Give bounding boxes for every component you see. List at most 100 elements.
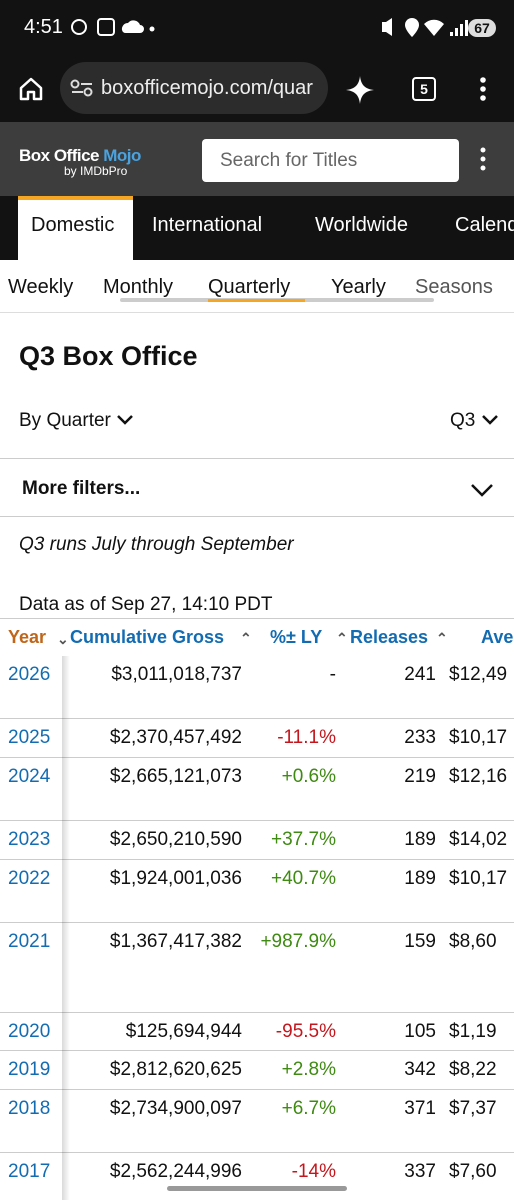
active-underline (208, 299, 305, 302)
region-tab[interactable]: International (152, 214, 263, 236)
period-link[interactable]: Seasons (415, 276, 493, 298)
change-ly: +2.8% (281, 1059, 336, 1080)
results-table: 2017 $2,562,244,996 -14% 337 $7,60 2018 $2,734… (0, 618, 514, 1200)
average: $8,60 (449, 931, 497, 952)
year-link[interactable]: 2026 (8, 664, 51, 685)
year-link[interactable]: 2021 (8, 931, 51, 952)
divider (0, 458, 514, 459)
table-row: 2017 $2,562,244,996 -14% 337 $7,60 (0, 1153, 514, 1200)
cumulative-gross: $1,367,417,382 (109, 931, 242, 952)
releases: 189 (404, 829, 436, 850)
logo-accent: Mojo (103, 146, 141, 165)
change-ly: - (329, 664, 336, 685)
sort-icon[interactable]: ⌄ (57, 631, 69, 647)
period-link[interactable]: Monthly (103, 276, 174, 298)
change-ly: -11.1% (277, 727, 336, 748)
average: $7,37 (449, 1098, 497, 1119)
table-row: 2018 $2,734,900,097 +6.7% 371 $7,37 (0, 1090, 514, 1153)
region-tab[interactable]: Domestic (31, 214, 115, 236)
period-subnav: Weekly Monthly Quarterly Yearly Seasons (0, 260, 514, 313)
home-indicator (167, 1186, 347, 1191)
change-ly: +40.7% (271, 868, 336, 889)
divider (0, 516, 514, 517)
filter-left-label: By Quarter (19, 410, 111, 431)
region-tabs: Domestic International Worldwide Calendar (0, 196, 514, 260)
filter-right-label: Q3 (450, 410, 476, 431)
region-tab[interactable]: Calendar (455, 214, 514, 236)
active-tab-bg (18, 196, 133, 260)
cumulative-gross: $125,694,944 (125, 1021, 242, 1042)
cumulative-gross: $2,370,457,492 (109, 727, 242, 748)
status-bar: 4:51 67 (0, 0, 514, 52)
table-row: 2024 $2,665,121,073 +0.6% 219 $12,16 (0, 758, 514, 821)
site-menu[interactable] (478, 146, 488, 172)
column-header[interactable]: Average (481, 627, 514, 647)
releases: 337 (404, 1161, 436, 1182)
column-header[interactable]: Year (8, 627, 47, 647)
sort-icon[interactable]: ⌃ (240, 630, 252, 646)
logo-main: Box Office (19, 146, 100, 165)
average: $10,17 (449, 868, 508, 889)
site-header: Box Office Mojo by IMDbPro Search for Ti… (0, 122, 514, 196)
year-link[interactable]: 2025 (8, 727, 51, 748)
search-box[interactable]: Search for Titles (202, 139, 459, 182)
change-ly: +37.7% (271, 829, 336, 850)
cumulative-gross: $2,665,121,073 (109, 766, 242, 787)
table-row: 2019 $2,812,620,625 +2.8% 342 $8,22 (0, 1051, 514, 1090)
cumulative-gross: $2,734,900,097 (109, 1098, 242, 1119)
releases: 371 (404, 1098, 436, 1119)
region-tab[interactable]: Worldwide (315, 214, 408, 236)
menu-button[interactable] (478, 74, 488, 104)
change-ly: +0.6% (281, 766, 336, 787)
average: $1,19 (449, 1021, 497, 1042)
filter-right[interactable]: Q3 (450, 410, 499, 432)
sticky-column-shadow (62, 656, 70, 1200)
table-row: 2023 $2,650,210,590 +37.7% 189 $14,02 (0, 821, 514, 860)
releases: 159 (404, 931, 436, 952)
column-header[interactable]: Cumulative Gross (70, 627, 225, 647)
average: $10,17 (449, 727, 508, 748)
notification-icons (71, 18, 155, 36)
chevron (481, 415, 498, 425)
releases: 105 (404, 1021, 436, 1042)
average: $12,49 (449, 664, 508, 685)
sort-icon[interactable]: ⌃ (336, 630, 348, 646)
quarter-note: Q3 runs July through September (19, 534, 294, 555)
releases: 342 (404, 1059, 436, 1080)
table-row: 2025 $2,370,457,492 -11.1% 233 $10,17 (0, 719, 514, 758)
more-filters[interactable]: More filters... (22, 478, 141, 499)
logo-sub: by IMDbPro (64, 164, 128, 178)
year-link[interactable]: 2020 (8, 1021, 51, 1042)
year-link[interactable]: 2017 (8, 1161, 51, 1182)
change-ly: -14% (291, 1161, 336, 1182)
period-link[interactable]: Quarterly (208, 276, 291, 298)
site-settings-icon[interactable] (70, 79, 94, 97)
column-header[interactable]: %± LY (270, 627, 323, 647)
year-link[interactable]: 2024 (8, 766, 51, 787)
year-link[interactable]: 2023 (8, 829, 51, 850)
tab-count[interactable]: 5 (412, 77, 436, 101)
url-bar[interactable]: boxofficemojo.com/quar (60, 62, 328, 114)
releases: 219 (404, 766, 436, 787)
releases: 241 (404, 664, 436, 685)
more-filters-chevron[interactable] (470, 482, 494, 498)
logo[interactable]: Box Office Mojo (19, 146, 141, 166)
average: $8,22 (449, 1059, 497, 1080)
home-button[interactable] (18, 76, 44, 102)
gemini-button[interactable] (344, 74, 376, 106)
average: $12,16 (449, 766, 508, 787)
year-link[interactable]: 2022 (8, 868, 51, 889)
chevron (117, 415, 134, 425)
year-link[interactable]: 2018 (8, 1098, 51, 1119)
sort-icon[interactable]: ⌃ (436, 630, 448, 646)
column-header[interactable]: Releases (350, 627, 429, 647)
cumulative-gross: $3,011,018,737 (111, 664, 242, 685)
period-link[interactable]: Yearly (331, 276, 386, 298)
year-link[interactable]: 2019 (8, 1059, 51, 1080)
releases: 233 (404, 727, 436, 748)
period-link[interactable]: Weekly (8, 276, 74, 298)
change-ly: -95.5% (275, 1021, 336, 1042)
filter-left[interactable]: By Quarter (19, 410, 134, 432)
table-row: 2021 $1,367,417,382 +987.9% 159 $8,60 (0, 923, 514, 1013)
